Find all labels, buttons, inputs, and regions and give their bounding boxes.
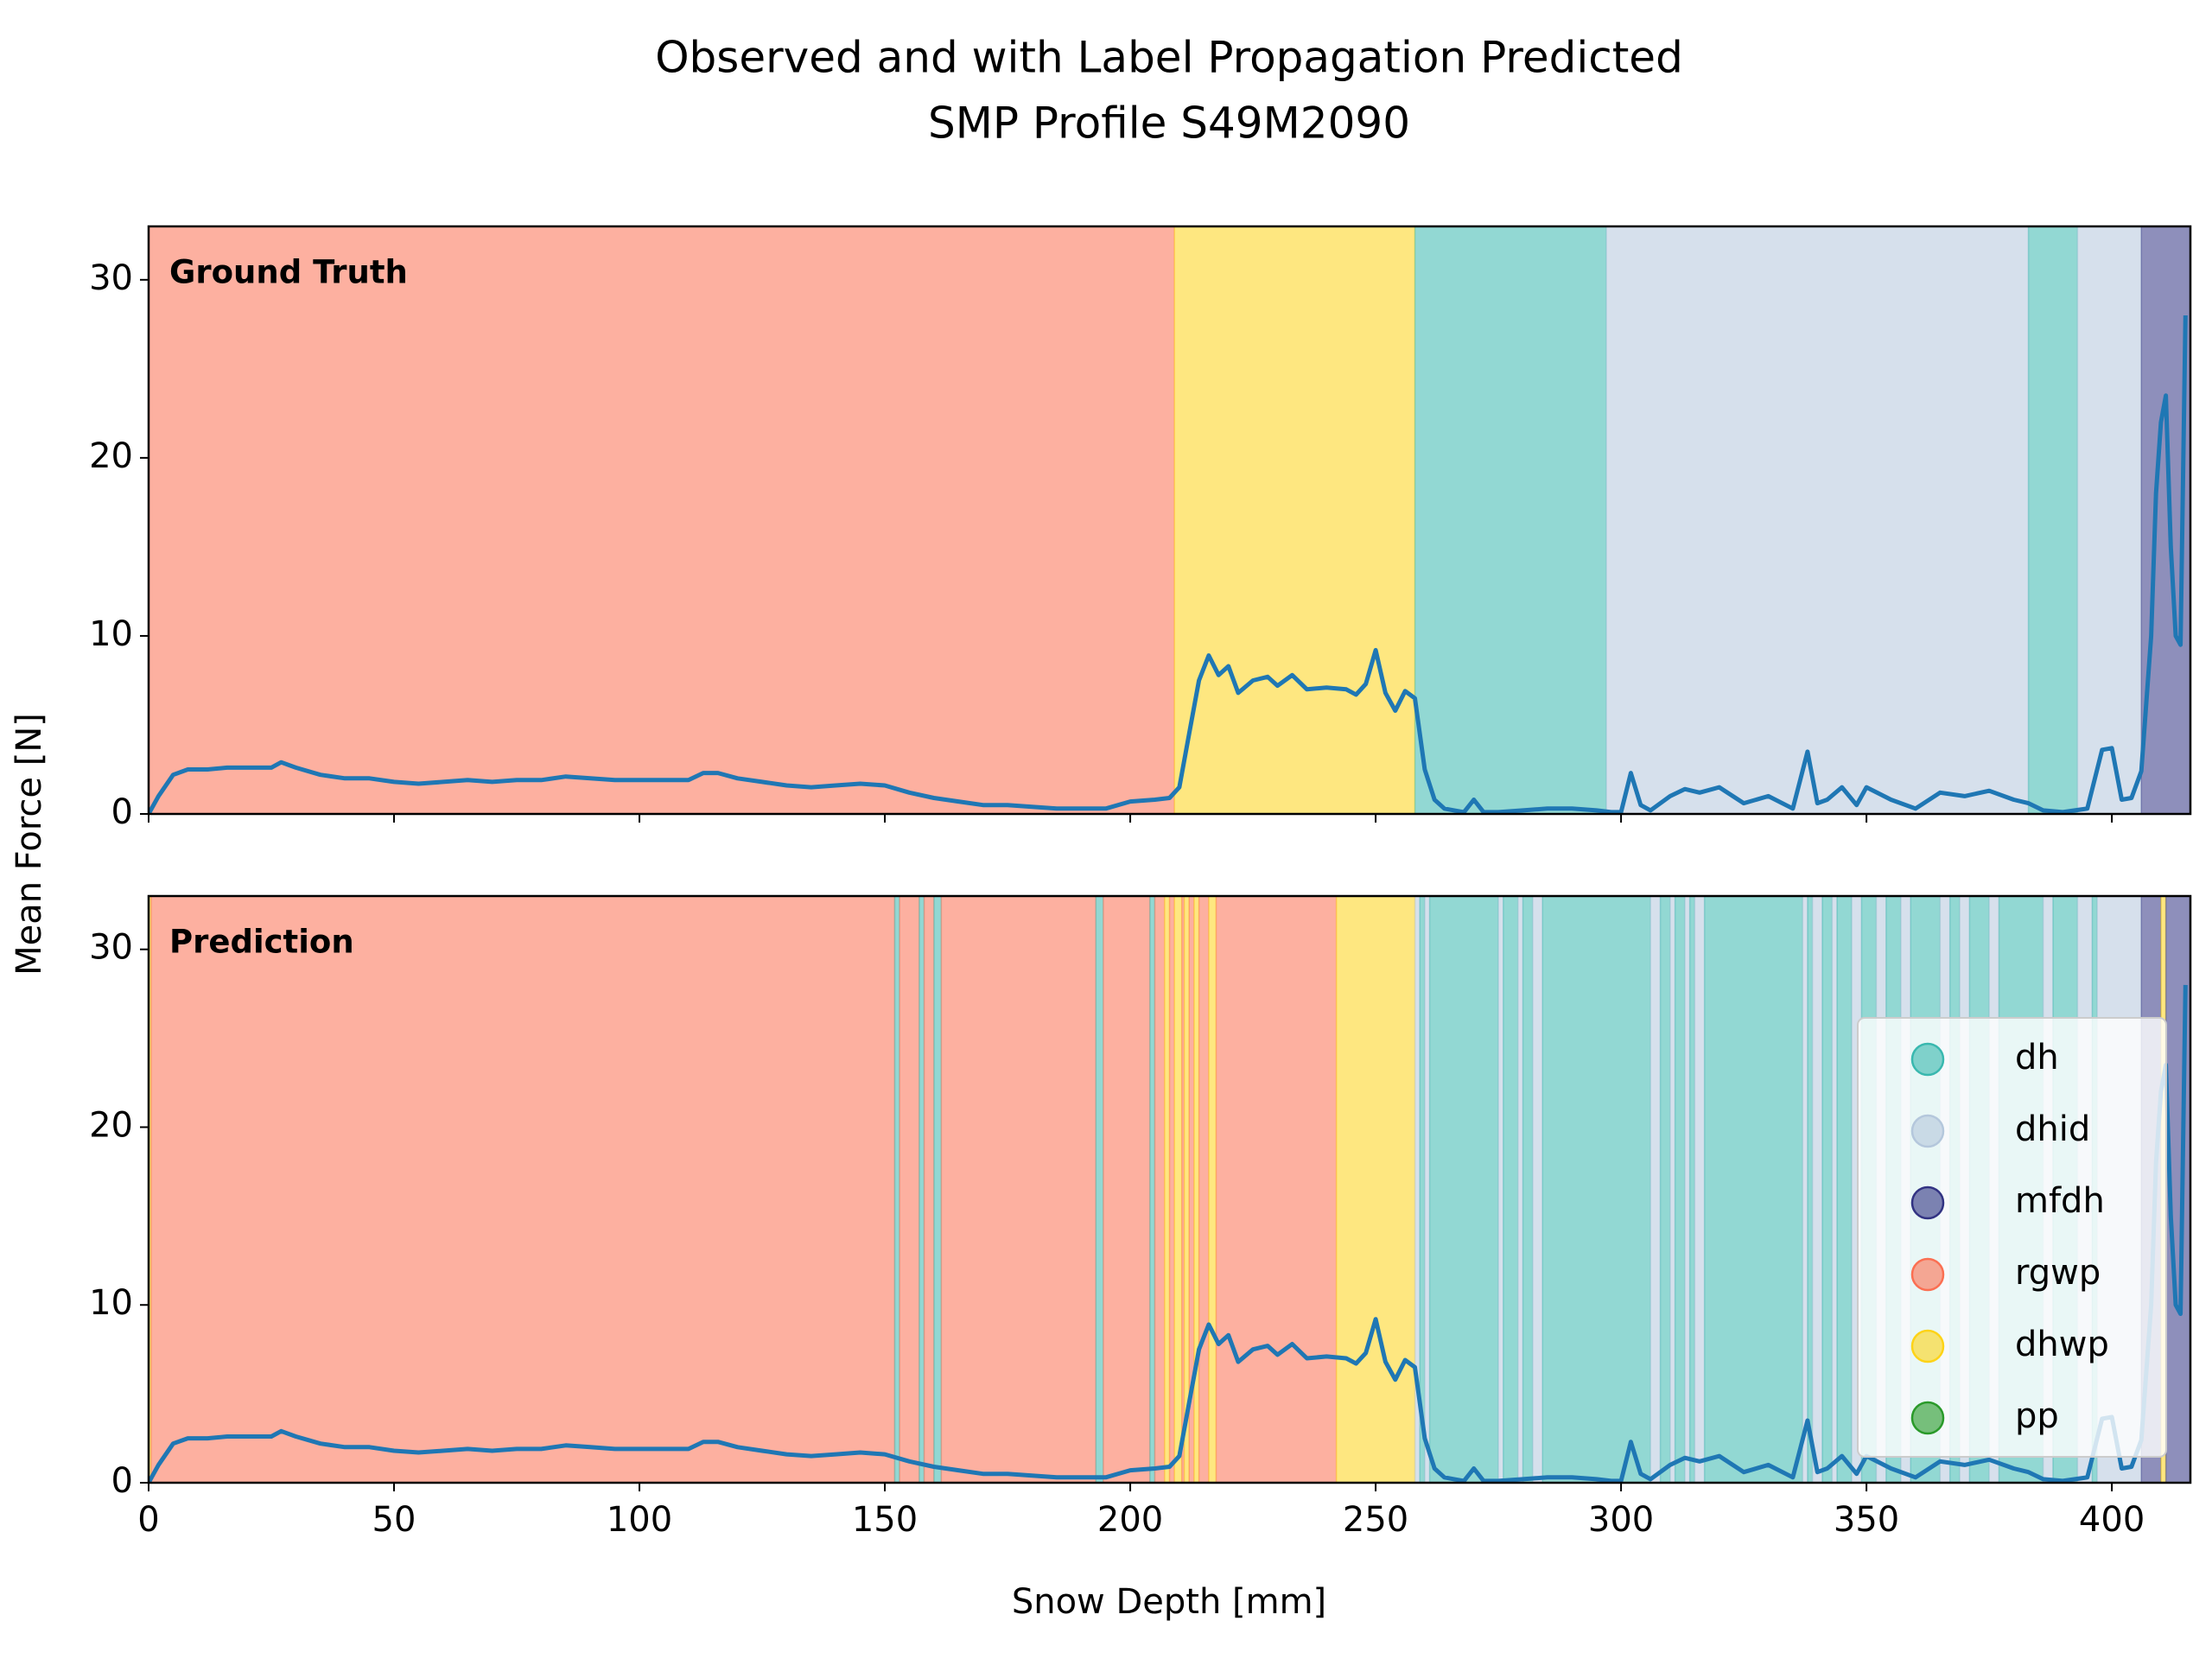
layer-span	[899, 896, 920, 1483]
layer-span	[1831, 896, 1838, 1483]
layer-span	[1694, 896, 1706, 1483]
layer-span	[1503, 896, 1519, 1483]
layer-span	[940, 896, 1097, 1483]
layer-span	[1688, 896, 1696, 1483]
y-tick-label: 0	[111, 792, 133, 832]
layer-span	[893, 896, 900, 1483]
layer-span	[1802, 896, 1808, 1483]
x-tick-label: 0	[137, 1500, 159, 1540]
x-tick-label: 350	[1834, 1500, 1899, 1540]
x-tick-label: 300	[1588, 1500, 1654, 1540]
layer-span	[933, 896, 943, 1483]
layer-span	[149, 226, 1175, 814]
layer-span	[1703, 896, 1804, 1483]
layer-span	[1424, 896, 1431, 1483]
legend-label: rgwp	[2015, 1253, 2101, 1293]
layer-span	[1649, 896, 1662, 1483]
y-axis-label: Mean Force [N]	[10, 713, 49, 976]
layer-span	[1659, 896, 1671, 1483]
panel-label: Prediction	[169, 924, 354, 961]
legend-label: dh	[2015, 1038, 2059, 1077]
layer-span	[1180, 896, 1185, 1483]
layer-span	[1149, 896, 1156, 1483]
legend-box	[1857, 1017, 2167, 1458]
legend-marker	[1910, 1114, 1945, 1148]
layer-span	[1674, 896, 1686, 1483]
layer-span	[923, 896, 935, 1483]
y-tick-label: 20	[89, 436, 133, 476]
layer-span	[1414, 226, 1607, 814]
x-tick-label: 400	[2079, 1500, 2145, 1540]
layer-span	[1173, 896, 1183, 1483]
x-tick-label: 200	[1097, 1500, 1163, 1540]
force-line	[149, 984, 2188, 1483]
layer-span	[150, 896, 896, 1483]
legend-label: pp	[2015, 1396, 2059, 1436]
x-axis-label: Snow Depth [mm]	[1012, 1582, 1326, 1622]
layer-span	[1684, 896, 1691, 1483]
x-tick-label: 250	[1343, 1500, 1408, 1540]
legend-marker	[1910, 1042, 1945, 1077]
layer-span	[1428, 896, 1499, 1483]
legend-label: dhwp	[2015, 1325, 2109, 1364]
layer-span	[1497, 896, 1504, 1483]
layer-span	[1811, 896, 1823, 1483]
layer-span	[1193, 896, 1200, 1483]
layer-span	[1821, 896, 1834, 1483]
layer-span	[1168, 896, 1175, 1483]
layer-span	[1215, 896, 1338, 1483]
y-tick-label: 10	[89, 1283, 133, 1323]
force-line	[149, 315, 2188, 814]
layer-span	[1095, 896, 1104, 1483]
layer-span	[2076, 226, 2142, 814]
panel	[149, 226, 2190, 814]
x-tick-label: 100	[607, 1500, 672, 1540]
layer-span	[918, 896, 925, 1483]
legend-marker	[1910, 1185, 1945, 1220]
layer-span	[1335, 896, 1416, 1483]
layer-span	[1208, 896, 1217, 1483]
axes-frame	[147, 894, 2192, 1484]
layer-span	[1836, 896, 1853, 1483]
legend-label: dhid	[2015, 1109, 2090, 1149]
layer-span	[1154, 896, 1166, 1483]
layer-span	[1669, 896, 1676, 1483]
y-tick-label: 20	[89, 1105, 133, 1145]
layer-span	[1198, 896, 1210, 1483]
legend-marker	[1910, 1401, 1945, 1435]
legend-marker	[1910, 1329, 1945, 1363]
chart-title: Observed and with Label Propagation Pred…	[655, 33, 1683, 83]
layer-span	[1173, 226, 1416, 814]
y-tick-label: 30	[89, 258, 133, 298]
layer-span	[1532, 896, 1543, 1483]
panel-label: Ground Truth	[169, 254, 408, 291]
y-tick-label: 0	[111, 1461, 133, 1501]
layer-span	[1517, 896, 1524, 1483]
layer-span	[1522, 896, 1534, 1483]
layer-span	[1164, 896, 1171, 1483]
layer-span	[1541, 896, 1651, 1483]
layer-span	[1103, 896, 1151, 1483]
layer-span	[1605, 226, 2030, 814]
layer-span	[2027, 226, 2079, 814]
layer-span	[1807, 896, 1814, 1483]
x-tick-label: 150	[852, 1500, 918, 1540]
y-tick-label: 30	[89, 928, 133, 968]
axes-frame	[147, 225, 2192, 816]
x-tick-label: 50	[372, 1500, 416, 1540]
legend-marker	[1910, 1257, 1945, 1292]
legend-label: mfdh	[2015, 1181, 2105, 1221]
y-tick-label: 10	[89, 614, 133, 654]
chart-subtitle: SMP Profile S49M2090	[928, 99, 1410, 149]
